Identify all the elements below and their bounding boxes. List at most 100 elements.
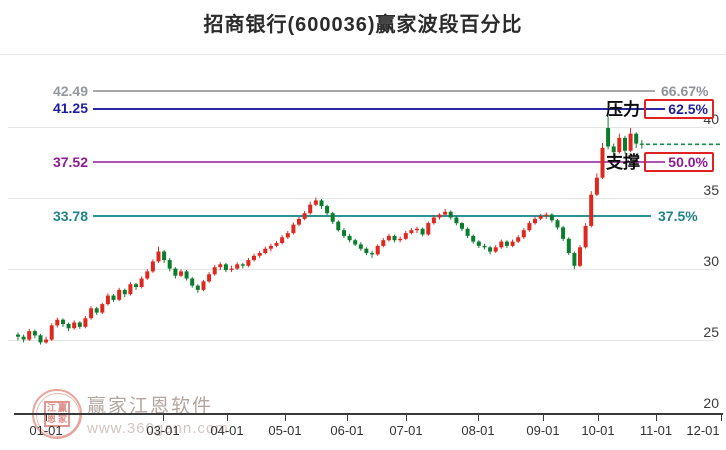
candle-body [386, 235, 391, 241]
level-line-62-5pct [93, 108, 668, 110]
candle-body [49, 325, 54, 340]
candle-body [398, 238, 403, 241]
candle-body [257, 253, 262, 256]
candle-body [521, 230, 526, 238]
x-axis-line [14, 413, 723, 415]
seal-char: 家 [57, 414, 67, 424]
candle-body [431, 217, 436, 224]
candle-body [330, 213, 335, 222]
x-axis-label: 06-01 [330, 423, 364, 438]
candle-body [94, 308, 99, 313]
candle-body [336, 221, 341, 231]
level-percent-66-67: 66.67% [661, 83, 709, 99]
level-price-33-78: 33.78 [52, 208, 88, 224]
gridline [8, 269, 714, 270]
candle-body [44, 339, 49, 343]
candle-body [426, 223, 431, 235]
candle-body [510, 241, 515, 246]
candle-body [504, 241, 509, 246]
x-axis-label: 04-01 [210, 423, 244, 438]
candle-body [623, 137, 627, 151]
candle-body [549, 214, 554, 221]
x-axis-tick [347, 415, 348, 421]
y-axis-label: 25 [703, 324, 719, 340]
level-line-37-5pct [93, 215, 651, 217]
x-axis-label: 12-01 [686, 423, 720, 438]
watermark-url-text: www.360gann.com [87, 420, 229, 437]
candle-body [606, 128, 611, 147]
candle-body [611, 146, 616, 153]
candle-body [482, 245, 487, 248]
candle-body [516, 237, 521, 242]
candle-body [16, 334, 20, 337]
candle-body [527, 223, 532, 231]
candle-body [38, 335, 43, 343]
candle-body [420, 228, 425, 235]
x-axis-tick [227, 415, 228, 421]
candle-body [443, 211, 448, 215]
x-axis-tick [543, 415, 544, 421]
candle-body [403, 233, 408, 239]
candle-body [111, 295, 116, 300]
candle-body [274, 243, 279, 246]
x-axis-tick [163, 415, 164, 421]
candle-body [533, 218, 537, 224]
x-axis-label: 03-01 [146, 423, 180, 438]
candle-body [128, 284, 133, 295]
candle-body [162, 251, 167, 260]
chart-title: 招商银行(600036)赢家波段百分比 [203, 14, 523, 36]
candle-body [139, 278, 144, 287]
candle-body [381, 240, 386, 246]
candle-body [100, 304, 105, 313]
candle-body [409, 230, 414, 233]
candle-body [538, 216, 543, 219]
x-axis-label: 10-01 [581, 423, 615, 438]
seal-char: 赢 [57, 403, 67, 413]
x-axis-label: 08-01 [461, 423, 495, 438]
gridline [8, 340, 714, 341]
candle-body [280, 237, 285, 243]
candle-body [471, 235, 476, 242]
candle-body [179, 271, 183, 276]
candle-body [488, 247, 493, 252]
y-axis-label: 30 [703, 253, 719, 269]
x-axis-label: 11-01 [639, 423, 673, 438]
candle-body [364, 248, 369, 253]
candle-body [167, 260, 172, 269]
gridline [8, 198, 714, 199]
level-price-37-52: 37.52 [52, 154, 88, 170]
candle-body [223, 264, 228, 270]
x-axis-tick [598, 415, 599, 421]
level-line-66-67pct [93, 90, 655, 92]
level-line-50pct [93, 161, 668, 163]
candle-body [66, 324, 71, 329]
candle-body [566, 238, 571, 253]
candle-body [145, 271, 150, 279]
candle-body [544, 214, 549, 216]
x-axis-tick [656, 415, 657, 421]
x-axis-label: 07-01 [389, 423, 423, 438]
candle-body [190, 278, 195, 286]
candle-body [156, 251, 161, 262]
candle-body [246, 260, 251, 266]
candle-body [476, 241, 481, 246]
candle-body [212, 267, 217, 275]
x-axis-tick [721, 415, 722, 421]
candle-body [77, 322, 82, 327]
candle-body [589, 194, 594, 226]
y-axis-label: 35 [703, 182, 719, 198]
candle-body [639, 143, 644, 145]
x-axis-label: 09-01 [526, 423, 560, 438]
candle-body [291, 224, 296, 234]
candle-body [173, 268, 178, 276]
candle-body [207, 274, 212, 282]
candle-body [370, 253, 375, 255]
candle-body [89, 308, 94, 319]
x-axis-label: 05-01 [268, 423, 302, 438]
candle-body [72, 322, 77, 329]
candle-body [583, 226, 588, 248]
seal-char: 恩 [46, 414, 56, 424]
candle-body [499, 241, 504, 248]
